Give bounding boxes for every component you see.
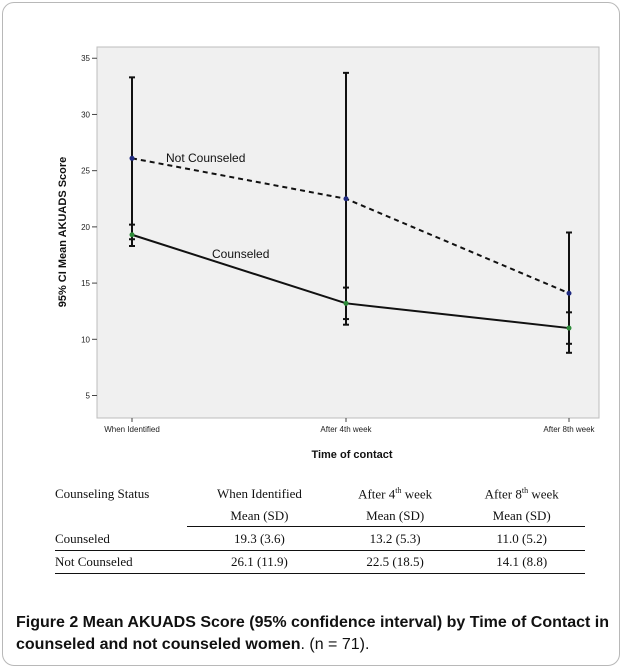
x-axis-label: Time of contact <box>311 449 392 461</box>
plot-area <box>96 46 600 419</box>
x-axis: When Identified After 4th week After 8th w… <box>104 418 596 434</box>
table-row: Counseled 19.3 (3.6) 13.2 (5.3) 11.0 (5.… <box>55 528 585 551</box>
subheader-mean-sd: Mean (SD) <box>331 506 459 528</box>
y-tick-label: 20 <box>81 223 90 232</box>
row-status: Counseled <box>55 528 187 551</box>
table-cell: 14.1 (8.8) <box>458 550 585 574</box>
y-tick-label: 5 <box>86 392 91 401</box>
table-cell: 19.3 (3.6) <box>187 528 332 551</box>
table-row: Not Counseled 26.1 (11.9) 22.5 (18.5) 14… <box>55 550 585 574</box>
header-after-8th-week: After 8th week <box>484 486 559 502</box>
subheader-mean-sd: Mean (SD) <box>458 506 585 528</box>
y-axis-label: 95% CI Mean AKUADS Score <box>57 157 69 308</box>
header-after-4th-week: After 4th week <box>358 486 433 502</box>
data-point <box>129 232 135 238</box>
table-cell: 22.5 (18.5) <box>331 550 459 574</box>
table-cell: 26.1 (11.9) <box>187 550 332 574</box>
series-markers <box>129 155 572 331</box>
data-point <box>129 155 135 161</box>
table-cell: 13.2 (5.3) <box>331 528 459 551</box>
x-tick-label: After 8th week <box>543 425 595 434</box>
data-point <box>343 300 349 306</box>
y-tick-label: 15 <box>81 279 90 288</box>
x-tick-label: After 4th week <box>320 425 372 434</box>
y-tick-label: 10 <box>81 335 90 344</box>
data-point <box>566 325 572 331</box>
header-status: Counseling Status <box>55 486 150 501</box>
x-tick-label: When Identified <box>104 425 160 434</box>
y-axis: 5 10 15 20 25 30 35 <box>81 54 97 401</box>
subheader-mean-sd: Mean (SD) <box>187 506 332 528</box>
figure-caption: Figure 2 Mean AKUADS Score (95% confiden… <box>16 612 616 656</box>
y-tick-label: 30 <box>81 110 90 119</box>
y-tick-label: 25 <box>81 167 90 176</box>
y-tick-label: 35 <box>81 54 90 63</box>
row-status: Not Counseled <box>55 550 187 574</box>
series-labels: Not Counseled Counseled <box>166 151 269 261</box>
table-cell: 11.0 (5.2) <box>458 528 585 551</box>
series-label-counseled: Counseled <box>212 247 269 261</box>
series-label-not-counseled: Not Counseled <box>166 151 245 165</box>
data-point <box>566 290 572 296</box>
summary-table: Counseling Status When Identified After … <box>55 486 585 574</box>
line-chart: 5 10 15 20 25 30 35 When Identified After 4th w… <box>57 46 600 461</box>
caption-note: . (n = 71). <box>300 636 370 653</box>
header-when-identified: When Identified <box>217 486 302 501</box>
data-point <box>343 196 349 202</box>
caption-title: Figure 2 Mean AKUADS Score (95% confiden… <box>16 614 610 653</box>
